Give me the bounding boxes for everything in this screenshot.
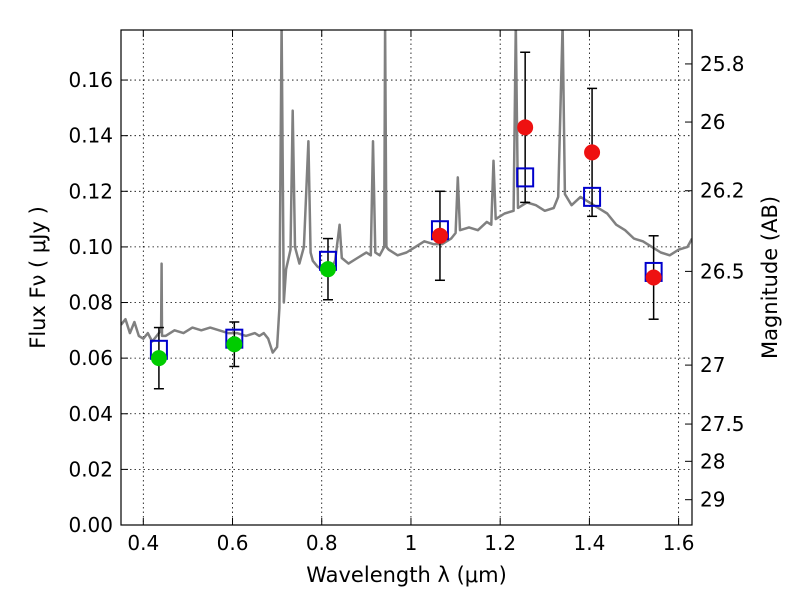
right-tick-label: 26 xyxy=(700,110,725,134)
observed-point xyxy=(645,269,662,286)
x-tick-label: 1.2 xyxy=(484,531,516,555)
x-tick-label: 1.6 xyxy=(663,531,695,555)
y-tick-label: 0.10 xyxy=(68,235,113,259)
y-tick-label: 0.16 xyxy=(68,68,113,92)
right-tick-label: 26.2 xyxy=(700,179,745,203)
x-tick-label: 1 xyxy=(405,531,418,555)
model-spectrum xyxy=(121,30,692,354)
right-tick-label: 29 xyxy=(700,488,725,512)
y-tick-label: 0.04 xyxy=(68,402,113,426)
observed-point xyxy=(226,336,243,353)
plot-frame xyxy=(120,29,693,526)
x-tick-label: 1.4 xyxy=(573,531,605,555)
model-square-marker xyxy=(516,167,535,188)
y-tick-label: 0.02 xyxy=(68,457,113,481)
right-tick-label: 27.5 xyxy=(700,412,745,436)
right-tick-label: 28 xyxy=(700,449,725,473)
y-tick-label: 0.14 xyxy=(68,124,113,148)
y-tick-label: 0.06 xyxy=(68,346,113,370)
y-axis-label-right: Magnitude (AB) xyxy=(758,196,782,359)
y-tick-label: 0.00 xyxy=(68,513,113,537)
observed-point xyxy=(150,350,167,367)
right-tick-label: 25.8 xyxy=(700,52,745,76)
x-tick-label: 0.4 xyxy=(127,531,159,555)
x-axis-label: Wavelength λ (μm) xyxy=(306,563,507,587)
x-tick-label: 0.8 xyxy=(306,531,338,555)
x-tick-label: 0.6 xyxy=(217,531,249,555)
y-tick-label: 0.08 xyxy=(68,291,113,315)
observed-point xyxy=(319,261,336,278)
observed-point xyxy=(584,144,601,161)
right-tick-label: 27 xyxy=(700,353,725,377)
observed-point xyxy=(517,119,534,136)
observed-point xyxy=(431,227,448,244)
spectrum-line xyxy=(121,30,692,354)
model-square-marker xyxy=(583,186,602,207)
y-axis-label: Flux Fν ( μJy ) xyxy=(26,206,50,349)
data-markers xyxy=(149,51,663,390)
right-tick-label: 26.5 xyxy=(700,259,745,283)
y-tick-label: 0.12 xyxy=(68,179,113,203)
axis-ticks: 0.4 0.6 0.8 1 1.2 1.4 1.6 0.00 0.02 0.04 0.06 0.08 0… xyxy=(68,30,745,555)
grid-lines xyxy=(121,30,692,525)
